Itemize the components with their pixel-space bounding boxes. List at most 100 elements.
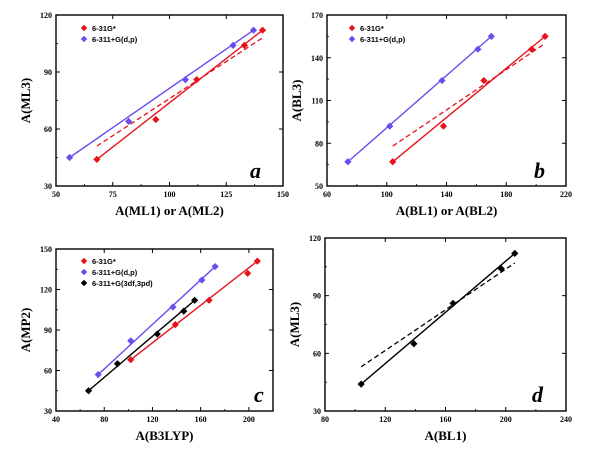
panel-b-y-tick-label: 50 [315, 182, 323, 191]
panel-c-axes-box [55, 248, 274, 412]
panel-b-x-tick-label: 180 [500, 190, 512, 199]
panel-b-ticks: 60 100 140 180 220 50 80 110 140 170 [311, 11, 572, 199]
panel-b-fit-lines [347, 35, 546, 163]
panel-a-markers [66, 26, 267, 163]
panel-b-x-tick-label: 60 [323, 190, 331, 199]
panel-c-data-point [171, 321, 179, 329]
panel-c-data-point [244, 269, 252, 277]
panel-a-x-tick-label: 150 [277, 190, 289, 199]
panel-a-fit-line [96, 29, 264, 160]
panel-c-y-label: A(MP2) [18, 308, 33, 353]
panel-a-y-tick-label: 90 [44, 68, 52, 77]
panel-d-data-point [497, 265, 505, 273]
panel-a-data-point [152, 115, 160, 124]
panel-c-data-point [127, 337, 135, 345]
panel-c-legend-label: 6-31G* [92, 257, 116, 266]
panel-d-data-point [410, 340, 418, 348]
panel-b-data-point [438, 76, 446, 85]
panel-c-data-point [211, 262, 219, 271]
panel-b-letter: b [534, 158, 545, 183]
panel-c-fit-line [130, 260, 258, 361]
panel-d-y-tick-label: 90 [313, 292, 321, 301]
panel-c-y-tick-label: 60 [44, 367, 52, 376]
panel-c-legend-marker [80, 279, 88, 287]
panel-c-data-point [205, 296, 213, 304]
panel-a-y-label: A(ML3) [18, 78, 33, 124]
panel-a-data-point [240, 41, 249, 49]
panel-b-dashed-line [392, 42, 546, 147]
panel-c-x-tick-label: 200 [243, 415, 255, 424]
panel-b-data-point [439, 122, 448, 130]
panel-c-markers [84, 257, 261, 395]
panel-a-x-label: A(ML1) or A(ML2) [115, 203, 224, 218]
panel-c-legend-marker [80, 268, 88, 276]
panel-d-data-point [511, 249, 519, 257]
panel-c-letter: c [254, 382, 264, 407]
panel-d-data-point [357, 380, 365, 388]
panel-a-legend-marker [80, 24, 88, 32]
panel-a-data-point [193, 76, 201, 84]
panel-b: 60 100 140 180 220 50 80 110 140 170 6-31G* 6-311+… [289, 11, 572, 218]
panel-c-legend-label: 6-311+G(3df,3pd) [92, 279, 153, 288]
panel-c-data-point [180, 307, 188, 315]
panel-c-fit-line [88, 299, 196, 392]
panel-c-data-point [191, 296, 199, 304]
panel-c-y-tick-label: 30 [44, 407, 52, 416]
panel-d-y-tick-label: 30 [313, 407, 321, 416]
panel-a-data-point [249, 26, 258, 34]
panel-c-data-point [153, 330, 161, 338]
panel-b-x-label: A(BL1) or A(BL2) [396, 203, 498, 218]
panel-c-x-tick-label: 80 [100, 415, 108, 424]
panel-b-data-point [389, 158, 397, 166]
panel-c-legend: 6-31G* 6-311+G(d,p) 6-311+G(3df,3pd) [80, 257, 153, 288]
panel-a-x-tick-label: 125 [220, 190, 232, 199]
panel-c-fit-line [97, 266, 216, 376]
panel-c-data-point [84, 387, 93, 395]
panel-c: 40 80 120 160 200 30 60 90 120 150 6-31G* 6-311+G(… [18, 245, 274, 443]
panel-d-x-label: A(BL1) [425, 428, 467, 443]
panel-c-data-point [253, 257, 261, 265]
panel-c-x-tick-label: 40 [52, 415, 60, 424]
panel-a-x-tick-label: 75 [109, 190, 117, 199]
panel-d-x-tick-label: 120 [379, 415, 391, 424]
panel-a-data-point [181, 76, 189, 84]
panel-c-x-tick-label: 160 [195, 415, 207, 424]
panel-a-fit-lines [69, 29, 264, 160]
panel-b-y-tick-label: 80 [315, 139, 323, 148]
panel-b-y-label: A(BL3) [289, 80, 304, 122]
panel-b-data-point [487, 32, 495, 40]
panel-a-legend-label: 6-31G* [92, 24, 116, 33]
panel-b-legend: 6-31G* 6-311+G(d,p) [348, 24, 406, 44]
panel-b-legend-marker [348, 24, 356, 32]
panel-a: 50 75 100 125 150 30 60 90 120 6-31G* 6-311+G(d,p… [18, 11, 289, 218]
panel-d: 80 120 160 200 240 30 60 90 120 A(BL1) A(ML3) d [287, 234, 572, 443]
panel-a-y-tick-label: 30 [44, 182, 52, 191]
panel-a-legend: 6-31G* 6-311+G(d,p) [80, 24, 138, 44]
panel-c-y-tick-label: 90 [44, 326, 52, 335]
panel-b-legend-label: 6-311+G(d,p) [360, 35, 406, 44]
panel-c-data-point [127, 356, 135, 364]
panel-a-data-point [66, 153, 74, 162]
panel-a-x-tick-label: 100 [164, 190, 176, 199]
panel-c-ticks: 40 80 120 160 200 30 60 90 120 150 [40, 245, 273, 424]
panel-b-fit-line [347, 35, 492, 163]
panel-b-data-point [528, 45, 536, 53]
panel-b-data-point [480, 76, 488, 85]
panel-b-y-tick-label: 170 [311, 11, 323, 20]
panel-d-x-tick-label: 240 [560, 415, 572, 424]
panel-b-x-tick-label: 140 [441, 190, 453, 199]
panel-c-data-point [113, 360, 122, 368]
panel-d-x-tick-label: 200 [500, 415, 512, 424]
panel-b-markers [344, 32, 549, 166]
panel-a-data-point [125, 117, 133, 125]
panel-a-x-tick-label: 50 [52, 190, 60, 199]
panel-d-fit-line [360, 252, 516, 385]
panel-c-data-point [169, 303, 177, 311]
panel-c-legend-label: 6-311+G(d,p) [92, 268, 138, 277]
panel-c-fit-lines [88, 260, 258, 392]
panel-c-x-label: A(B3LYP) [135, 428, 193, 443]
panel-c-y-tick-label: 120 [40, 286, 52, 295]
panel-c-frame [55, 248, 274, 412]
panel-b-y-tick-label: 110 [311, 97, 323, 106]
